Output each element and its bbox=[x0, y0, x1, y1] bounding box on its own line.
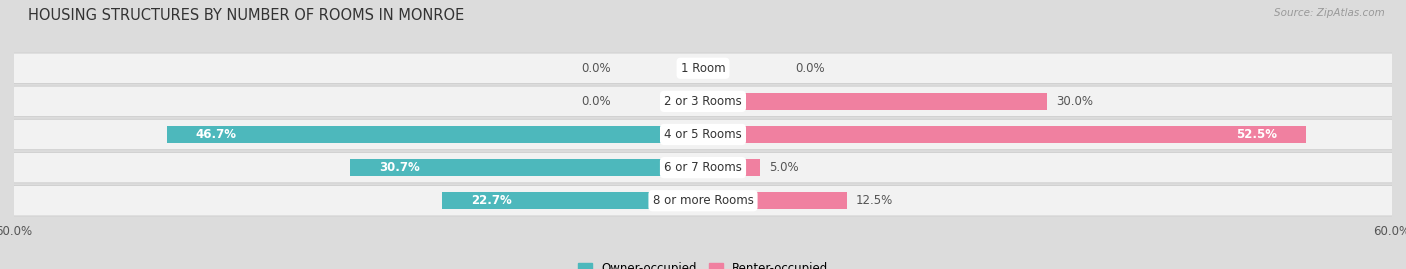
FancyBboxPatch shape bbox=[14, 152, 1392, 183]
Bar bbox=[443, 192, 703, 209]
Text: 52.5%: 52.5% bbox=[1236, 128, 1277, 141]
Text: 0.0%: 0.0% bbox=[794, 62, 824, 75]
Text: 30.7%: 30.7% bbox=[380, 161, 420, 174]
FancyBboxPatch shape bbox=[14, 53, 1392, 83]
FancyBboxPatch shape bbox=[14, 119, 1392, 150]
FancyBboxPatch shape bbox=[14, 86, 1392, 117]
Text: 4 or 5 Rooms: 4 or 5 Rooms bbox=[664, 128, 742, 141]
Bar bbox=[167, 126, 703, 143]
Bar bbox=[703, 159, 761, 176]
Bar bbox=[703, 126, 1306, 143]
FancyBboxPatch shape bbox=[14, 186, 1392, 216]
Text: Source: ZipAtlas.com: Source: ZipAtlas.com bbox=[1274, 8, 1385, 18]
Text: 0.0%: 0.0% bbox=[582, 62, 612, 75]
Text: 8 or more Rooms: 8 or more Rooms bbox=[652, 194, 754, 207]
Text: 0.0%: 0.0% bbox=[582, 95, 612, 108]
Text: 1 Room: 1 Room bbox=[681, 62, 725, 75]
Text: 30.0%: 30.0% bbox=[1057, 95, 1094, 108]
Text: 46.7%: 46.7% bbox=[195, 128, 236, 141]
Text: HOUSING STRUCTURES BY NUMBER OF ROOMS IN MONROE: HOUSING STRUCTURES BY NUMBER OF ROOMS IN… bbox=[28, 8, 464, 23]
Bar bbox=[703, 93, 1047, 110]
Bar bbox=[350, 159, 703, 176]
Text: 6 or 7 Rooms: 6 or 7 Rooms bbox=[664, 161, 742, 174]
Bar bbox=[703, 192, 846, 209]
Text: 22.7%: 22.7% bbox=[471, 194, 512, 207]
Text: 2 or 3 Rooms: 2 or 3 Rooms bbox=[664, 95, 742, 108]
Legend: Owner-occupied, Renter-occupied: Owner-occupied, Renter-occupied bbox=[572, 258, 834, 269]
Text: 5.0%: 5.0% bbox=[769, 161, 799, 174]
Text: 12.5%: 12.5% bbox=[856, 194, 893, 207]
